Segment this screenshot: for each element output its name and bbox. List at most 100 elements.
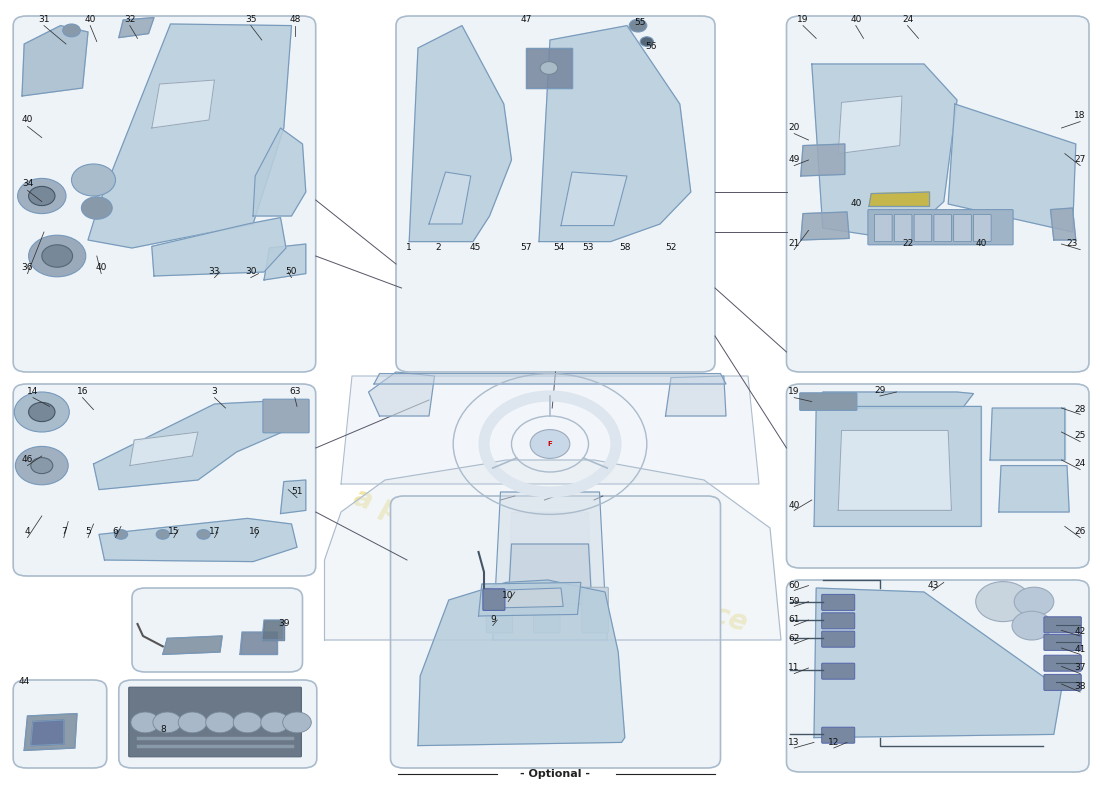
Polygon shape — [999, 466, 1069, 512]
Circle shape — [156, 530, 169, 539]
Text: 40: 40 — [850, 15, 861, 25]
Circle shape — [206, 712, 234, 733]
Polygon shape — [130, 432, 198, 466]
FancyBboxPatch shape — [822, 727, 855, 743]
Text: 19: 19 — [798, 15, 808, 25]
Polygon shape — [368, 372, 434, 416]
Text: 61: 61 — [789, 615, 800, 625]
Text: 8: 8 — [160, 725, 166, 734]
Polygon shape — [152, 80, 214, 128]
Text: a passion for performance: a passion for performance — [350, 483, 750, 637]
Polygon shape — [429, 172, 471, 224]
Text: 27: 27 — [1075, 155, 1086, 165]
Polygon shape — [478, 582, 581, 616]
FancyBboxPatch shape — [822, 663, 855, 679]
Polygon shape — [163, 636, 222, 654]
Text: 39: 39 — [278, 619, 289, 629]
Text: 36: 36 — [22, 263, 33, 273]
FancyBboxPatch shape — [483, 589, 505, 610]
Text: 34: 34 — [22, 179, 33, 189]
Text: 24: 24 — [1075, 459, 1086, 469]
Text: 26: 26 — [1075, 527, 1086, 537]
Circle shape — [15, 446, 68, 485]
Text: 46: 46 — [22, 455, 33, 465]
Text: 10: 10 — [503, 591, 514, 601]
Text: 40: 40 — [85, 15, 96, 25]
FancyBboxPatch shape — [914, 214, 932, 242]
Polygon shape — [418, 580, 625, 746]
Text: 63: 63 — [289, 387, 300, 397]
Text: 23: 23 — [1067, 239, 1078, 249]
FancyBboxPatch shape — [486, 587, 513, 633]
Text: 33: 33 — [209, 267, 220, 277]
Circle shape — [640, 37, 653, 46]
Polygon shape — [240, 632, 277, 654]
Text: 58: 58 — [619, 243, 630, 253]
FancyBboxPatch shape — [534, 587, 560, 633]
Text: 31: 31 — [39, 15, 50, 25]
Text: 29: 29 — [874, 386, 886, 395]
Polygon shape — [324, 460, 781, 640]
Polygon shape — [526, 48, 572, 88]
Polygon shape — [24, 714, 77, 750]
Text: 17: 17 — [209, 527, 220, 537]
Circle shape — [1012, 611, 1052, 640]
FancyBboxPatch shape — [786, 580, 1089, 772]
FancyBboxPatch shape — [119, 680, 317, 768]
Circle shape — [72, 164, 116, 196]
FancyBboxPatch shape — [1044, 674, 1081, 690]
Text: 49: 49 — [789, 155, 800, 165]
Polygon shape — [812, 64, 957, 240]
Text: 40: 40 — [22, 115, 33, 125]
Text: 53: 53 — [583, 243, 594, 253]
Polygon shape — [22, 26, 88, 96]
Circle shape — [261, 712, 289, 733]
FancyBboxPatch shape — [786, 384, 1089, 568]
Text: 6: 6 — [112, 527, 119, 537]
Text: 40: 40 — [850, 199, 861, 209]
FancyBboxPatch shape — [822, 631, 855, 647]
Polygon shape — [280, 480, 306, 514]
FancyBboxPatch shape — [132, 588, 302, 672]
Polygon shape — [341, 376, 759, 484]
Text: 9: 9 — [490, 615, 496, 625]
Circle shape — [153, 712, 182, 733]
Text: 37: 37 — [1075, 663, 1086, 673]
FancyBboxPatch shape — [934, 214, 952, 242]
Polygon shape — [801, 212, 849, 240]
Circle shape — [29, 402, 55, 422]
FancyBboxPatch shape — [582, 587, 608, 633]
Text: 55: 55 — [635, 18, 646, 27]
Polygon shape — [31, 720, 64, 746]
Polygon shape — [99, 518, 297, 562]
Polygon shape — [94, 400, 292, 490]
Polygon shape — [264, 244, 306, 280]
Polygon shape — [506, 512, 594, 640]
Polygon shape — [801, 144, 845, 176]
Circle shape — [976, 582, 1031, 622]
FancyBboxPatch shape — [129, 687, 301, 757]
Text: 62: 62 — [789, 634, 800, 643]
FancyBboxPatch shape — [1044, 617, 1081, 633]
Polygon shape — [119, 18, 154, 38]
FancyBboxPatch shape — [894, 214, 912, 242]
Polygon shape — [948, 104, 1076, 232]
FancyBboxPatch shape — [974, 214, 991, 242]
Text: 5: 5 — [85, 527, 91, 537]
FancyBboxPatch shape — [263, 399, 309, 433]
Text: 54: 54 — [553, 243, 564, 253]
Text: 25: 25 — [1075, 431, 1086, 441]
Text: 19: 19 — [789, 387, 800, 397]
Circle shape — [1014, 587, 1054, 616]
Text: 28: 28 — [1075, 405, 1086, 414]
Text: 43: 43 — [927, 581, 938, 590]
Text: 21: 21 — [789, 239, 800, 249]
Polygon shape — [816, 392, 974, 408]
Circle shape — [629, 19, 647, 32]
Circle shape — [131, 712, 160, 733]
Polygon shape — [262, 620, 284, 640]
Text: 57: 57 — [520, 243, 531, 253]
Text: 16: 16 — [77, 387, 88, 397]
Text: 14: 14 — [28, 387, 38, 397]
Text: 12: 12 — [828, 738, 839, 747]
